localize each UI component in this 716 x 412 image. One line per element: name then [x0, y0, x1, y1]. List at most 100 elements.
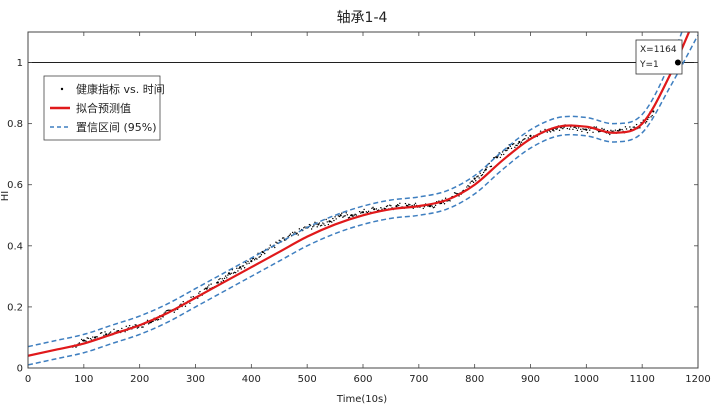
hi-point — [219, 277, 221, 280]
hi-point — [275, 241, 277, 243]
hi-point — [296, 232, 298, 235]
hi-point — [520, 141, 523, 143]
hi-point — [449, 200, 451, 202]
hi-point — [361, 211, 363, 213]
hi-point — [480, 174, 483, 177]
hi-point — [644, 122, 647, 124]
hi-point — [339, 214, 342, 217]
hi-point — [227, 274, 229, 276]
ci-lower-line — [28, 34, 698, 366]
hi-point — [230, 272, 232, 275]
hi-point — [241, 265, 244, 267]
hi-point — [433, 206, 436, 208]
hi-point — [224, 275, 227, 277]
hi-point — [651, 114, 653, 117]
x-axis-label: Time(10s) — [336, 394, 387, 405]
hi-point — [490, 165, 493, 168]
hi-point — [248, 262, 250, 265]
fit-line — [28, 32, 691, 357]
legend-item-fit: 拟合预测值 — [76, 101, 131, 115]
y-axis-label: HI — [0, 191, 11, 201]
hi-point — [586, 131, 589, 134]
legend: 健康指标 vs. 时间 拟合预测值 置信区间 (95%) — [43, 75, 165, 141]
x-tick-label: 1200 — [685, 374, 710, 385]
hi-point — [245, 261, 247, 264]
hi-point — [595, 126, 598, 128]
hi-point — [235, 271, 237, 274]
hi-point — [240, 268, 242, 270]
hi-point — [618, 130, 620, 132]
hi-point — [318, 222, 321, 224]
hi-point — [466, 186, 468, 188]
hi-point — [281, 237, 284, 239]
hi-point — [109, 331, 112, 333]
x-tick-label: 0 — [25, 374, 31, 385]
hi-point — [278, 239, 280, 241]
hi-point — [236, 267, 238, 269]
hi-point — [635, 123, 638, 126]
datatip[interactable]: X=1164 Y=1 — [635, 39, 683, 75]
hi-point — [345, 212, 347, 214]
hi-point — [182, 300, 184, 303]
hi-point — [128, 324, 131, 327]
hi-point — [566, 127, 569, 130]
x-tick-label: 1000 — [574, 374, 599, 385]
hi-point — [375, 208, 378, 210]
hi-point — [546, 131, 548, 133]
hi-point — [157, 318, 160, 321]
hi-point — [576, 129, 579, 132]
hi-point — [262, 251, 265, 254]
x-tick-label: 100 — [74, 374, 93, 385]
hi-point — [389, 204, 391, 206]
hi-point — [113, 328, 115, 330]
hi-point — [329, 220, 332, 223]
hi-point — [453, 192, 456, 194]
hi-point — [484, 168, 487, 171]
hi-point — [221, 278, 223, 280]
hi-point — [588, 129, 591, 131]
hi-point — [198, 292, 200, 294]
hi-point — [408, 203, 410, 206]
hi-point — [503, 153, 505, 156]
hi-point — [348, 216, 351, 219]
hi-point — [423, 206, 426, 208]
hi-point — [294, 231, 296, 233]
hi-point — [365, 211, 368, 213]
hi-point — [320, 224, 323, 227]
hi-point — [328, 220, 331, 223]
hi-point — [310, 228, 313, 230]
hi-point — [331, 221, 333, 223]
hi-point — [648, 116, 650, 119]
hi-point — [476, 176, 478, 178]
hi-point — [89, 337, 92, 340]
hi-point — [190, 296, 192, 298]
hi-point — [405, 204, 408, 207]
hi-point — [505, 149, 507, 152]
hi-point — [342, 216, 344, 218]
hi-point — [238, 267, 240, 270]
hi-point — [85, 340, 87, 342]
datatip-marker — [674, 59, 681, 66]
hi-point — [372, 206, 374, 209]
hi-point — [360, 212, 362, 214]
hi-point — [577, 127, 580, 129]
hi-point — [104, 331, 106, 333]
hi-point — [78, 342, 81, 344]
hi-point — [223, 277, 226, 280]
hi-point — [264, 252, 266, 255]
hi-point — [385, 205, 388, 208]
hi-point — [164, 311, 167, 313]
hi-point — [346, 214, 349, 216]
hi-point — [298, 228, 301, 230]
hi-point — [326, 221, 328, 223]
hi-point — [592, 131, 594, 133]
hi-point — [232, 272, 235, 274]
y-tick-label: 0 — [17, 364, 23, 375]
hi-point — [506, 149, 508, 151]
hi-point — [146, 319, 149, 322]
hi-point — [603, 128, 605, 131]
hi-point — [499, 156, 502, 159]
hi-point — [525, 134, 527, 137]
hi-point — [597, 131, 600, 133]
